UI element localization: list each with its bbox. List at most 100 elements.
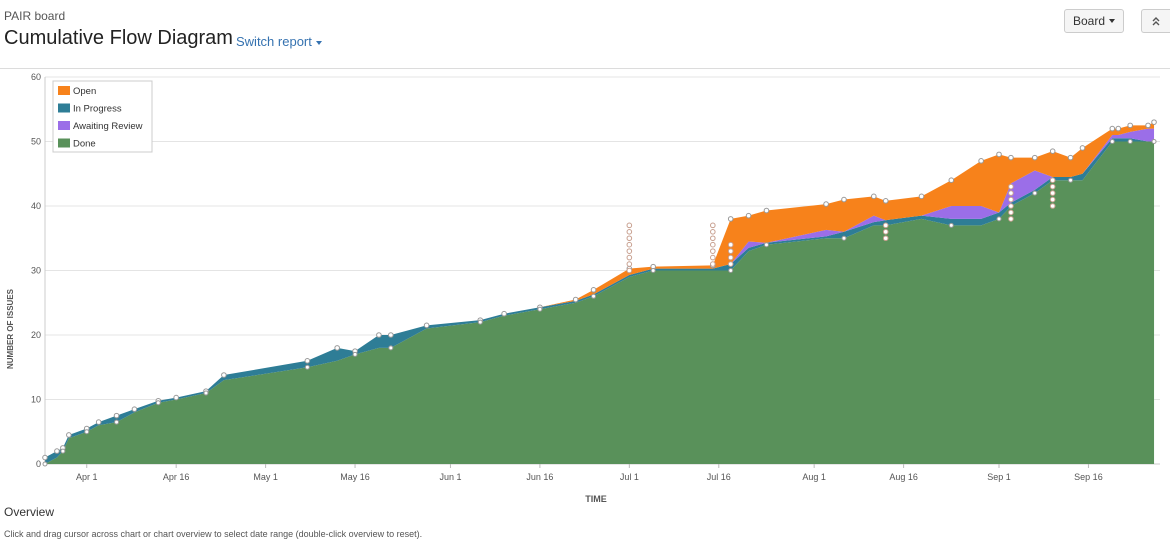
data-point[interactable] [113, 412, 120, 419]
data-point[interactable] [1127, 139, 1133, 144]
data-point[interactable] [650, 268, 656, 273]
data-point[interactable] [948, 177, 955, 183]
data-point[interactable] [1049, 183, 1056, 190]
chart-markers[interactable] [42, 119, 1157, 467]
data-point[interactable] [352, 351, 358, 357]
data-point[interactable] [423, 322, 430, 329]
data-point[interactable] [745, 212, 752, 219]
data-point[interactable] [728, 268, 734, 273]
data-point[interactable] [1109, 139, 1115, 144]
data-point[interactable] [1151, 119, 1157, 125]
data-point[interactable] [1049, 196, 1056, 203]
data-point[interactable] [626, 254, 633, 261]
data-point[interactable] [501, 310, 507, 317]
data-point[interactable] [626, 261, 633, 267]
data-point[interactable] [1008, 190, 1014, 196]
data-point[interactable] [841, 196, 847, 203]
data-point[interactable] [1151, 139, 1157, 144]
data-point[interactable] [626, 235, 633, 242]
data-point[interactable] [1145, 122, 1151, 129]
switch-report-dropdown[interactable]: Switch report [236, 34, 322, 49]
data-point[interactable] [304, 364, 310, 370]
data-point[interactable] [114, 419, 120, 425]
data-point[interactable] [626, 267, 633, 274]
data-point[interactable] [590, 287, 597, 293]
data-point[interactable] [870, 193, 877, 200]
data-point[interactable] [948, 222, 954, 228]
collapse-header-button[interactable] [1141, 9, 1170, 33]
data-point[interactable] [882, 198, 889, 204]
data-point[interactable] [203, 390, 209, 396]
data-point[interactable] [882, 229, 889, 235]
data-point[interactable] [823, 201, 829, 207]
data-point[interactable] [388, 345, 394, 351]
data-point[interactable] [1067, 154, 1074, 161]
data-point[interactable] [1049, 148, 1056, 154]
data-point[interactable] [727, 216, 734, 222]
data-point[interactable] [477, 319, 483, 325]
data-point[interactable] [155, 400, 161, 406]
data-point[interactable] [727, 261, 734, 267]
data-point[interactable] [1032, 190, 1038, 196]
data-point[interactable] [388, 332, 394, 338]
area-done[interactable] [45, 141, 1155, 465]
data-point[interactable] [221, 372, 227, 378]
data-point[interactable] [626, 248, 633, 254]
data-point[interactable] [376, 332, 382, 338]
data-point[interactable] [763, 242, 769, 248]
data-point[interactable] [710, 222, 716, 229]
board-button[interactable]: Board [1064, 9, 1124, 33]
area-open[interactable] [45, 122, 1155, 458]
data-point[interactable] [84, 429, 90, 435]
data-point[interactable] [996, 151, 1002, 158]
cumulative-flow-chart[interactable]: 0 10 20 30 40 50 60 Apr 1 Apr 16 May 1 May 16 Jun … [0, 68, 1170, 504]
data-point[interactable] [1068, 177, 1074, 183]
data-point[interactable] [131, 406, 138, 412]
data-point[interactable] [537, 306, 543, 312]
data-point[interactable] [710, 235, 716, 242]
data-point[interactable] [304, 358, 311, 364]
data-point[interactable] [60, 448, 66, 454]
data-point[interactable] [1049, 177, 1056, 183]
data-point[interactable] [1115, 125, 1122, 132]
data-point[interactable] [1031, 154, 1038, 161]
data-point[interactable] [710, 261, 716, 267]
data-point[interactable] [1049, 190, 1056, 196]
data-point[interactable] [996, 216, 1002, 222]
data-point[interactable] [1008, 196, 1014, 203]
data-point[interactable] [626, 241, 633, 248]
data-point[interactable] [54, 448, 60, 454]
data-point[interactable] [727, 241, 734, 248]
chart-areas[interactable] [45, 122, 1155, 465]
data-point[interactable] [978, 158, 984, 164]
data-point[interactable] [1008, 216, 1014, 222]
data-point[interactable] [572, 296, 579, 303]
data-point[interactable] [882, 235, 889, 242]
data-point[interactable] [42, 461, 48, 467]
data-point[interactable] [66, 432, 72, 438]
data-point[interactable] [1127, 122, 1133, 129]
data-point[interactable] [710, 229, 716, 235]
data-point[interactable] [1008, 154, 1014, 161]
data-point[interactable] [1008, 203, 1014, 209]
data-point[interactable] [95, 419, 102, 425]
data-point[interactable] [841, 235, 847, 241]
data-point[interactable] [591, 293, 597, 299]
data-point[interactable] [1008, 209, 1014, 216]
data-point[interactable] [710, 254, 716, 261]
data-point[interactable] [727, 248, 734, 254]
data-point[interactable] [1049, 203, 1056, 209]
data-point[interactable] [763, 207, 770, 214]
data-point[interactable] [1008, 183, 1014, 190]
data-point[interactable] [173, 394, 179, 401]
data-point[interactable] [710, 248, 716, 254]
data-point[interactable] [1109, 125, 1116, 132]
data-point[interactable] [626, 222, 633, 229]
data-point[interactable] [727, 254, 734, 261]
data-point[interactable] [1079, 145, 1086, 151]
data-point[interactable] [42, 454, 48, 461]
data-point[interactable] [334, 345, 340, 351]
data-point[interactable] [710, 241, 716, 248]
data-point[interactable] [918, 193, 925, 200]
data-point[interactable] [882, 222, 889, 229]
